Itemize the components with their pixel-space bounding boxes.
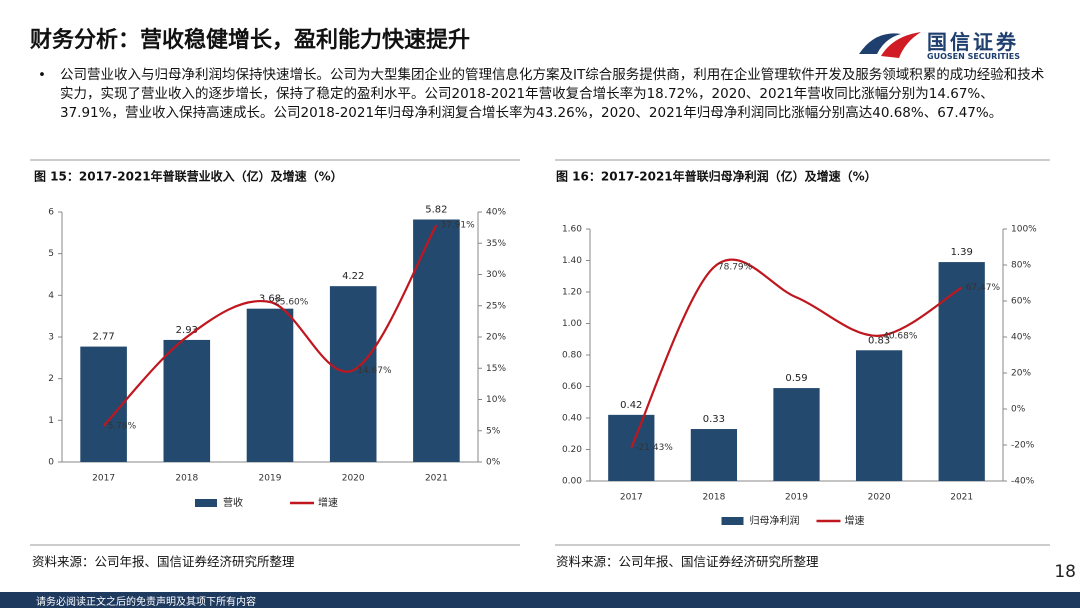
bar <box>690 429 738 481</box>
line-value-label: 5.78% <box>108 421 137 431</box>
y-tick-label: 1 <box>48 416 54 426</box>
line-value-label: 37.91% <box>440 221 475 231</box>
y2-tick-label: 30% <box>486 270 506 280</box>
line-series <box>630 258 963 449</box>
y-tick-label: 1.40 <box>562 256 582 266</box>
footer-text: 请务必阅读正文之后的免责声明及其项下所有内容 <box>36 597 256 608</box>
y2-tick-label: 20% <box>1011 369 1031 379</box>
line-series <box>102 224 438 427</box>
bar <box>163 339 211 462</box>
y-tick-label: 0.00 <box>562 477 582 487</box>
legend-swatch <box>195 499 217 507</box>
y2-tick-label: 20% <box>486 333 506 343</box>
x-tick-label: 2019 <box>259 474 282 484</box>
source-note: 资料来源：公司年报、国信证券经济研究所整理 <box>32 554 295 569</box>
logo-mark <box>859 32 921 58</box>
line-value-label: -21.43% <box>635 443 673 453</box>
y2-tick-label: 40% <box>486 208 506 218</box>
x-tick-label: 2017 <box>92 474 115 484</box>
line-value-label: 14.67% <box>357 366 392 376</box>
x-tick-label: 2020 <box>868 493 891 503</box>
page-number: 18 <box>1054 562 1076 582</box>
footer: 请务必阅读正文之后的免责声明及其项下所有内容 <box>0 592 1080 608</box>
y2-tick-label: 15% <box>486 364 506 374</box>
y-tick-label: 0.20 <box>562 445 582 455</box>
legend-label: 归母净利润 <box>750 514 800 527</box>
y-tick-label: 3 <box>48 333 54 343</box>
y-tick-label: 0 <box>48 458 54 468</box>
bar <box>773 388 820 481</box>
bar <box>329 286 377 462</box>
y-tick-label: 2 <box>48 374 54 384</box>
line-value-label: 40.68% <box>883 331 918 341</box>
bar-value-label: 1.39 <box>951 247 973 258</box>
y-tick-label: 1.20 <box>562 288 582 298</box>
y2-tick-label: 80% <box>1011 261 1031 271</box>
x-tick-label: 2018 <box>175 474 198 484</box>
bullet-text: 公司营业收入与归母净利润均保持快速增长。公司为大型集团企业的管理信息化方案及IT… <box>38 66 1050 123</box>
y-tick-label: 0.40 <box>562 414 582 424</box>
y2-tick-label: 0% <box>1011 405 1026 415</box>
bar <box>413 219 460 462</box>
charts: 图 15：2017-2021年普联营业收入（亿）及增速（%）01234560%5… <box>30 159 1050 546</box>
y2-tick-label: 40% <box>1011 333 1031 343</box>
y2-tick-label: 25% <box>486 301 506 311</box>
y-tick-label: 1.60 <box>562 225 582 235</box>
bar-value-label: 0.59 <box>785 373 807 384</box>
bar-value-label: 5.82 <box>425 205 447 216</box>
bar-value-label: 2.77 <box>92 332 114 343</box>
bar <box>80 346 127 462</box>
bar <box>246 308 294 462</box>
y2-tick-label: 100% <box>1011 225 1037 235</box>
y-tick-label: 5 <box>48 249 54 259</box>
legend-label: 增速 <box>318 496 338 509</box>
chart-title: 图 16：2017-2021年普联归母净利润（亿）及增速（%） <box>556 169 877 184</box>
line-value-label: 67.47% <box>966 283 1001 293</box>
y-tick-label: 6 <box>48 208 54 218</box>
y2-tick-label: 60% <box>1011 297 1031 307</box>
y2-tick-label: 10% <box>486 395 506 405</box>
legend-label: 营收 <box>223 496 243 509</box>
bar-value-label: 0.42 <box>620 400 642 411</box>
page-title: 财务分析：营收稳健增长，盈利能力快速提升 <box>30 28 471 53</box>
x-tick-label: 2021 <box>425 474 448 484</box>
y2-tick-label: -40% <box>1011 477 1035 487</box>
bar-value-label: 0.33 <box>703 414 725 425</box>
y-tick-label: 4 <box>48 291 54 301</box>
x-tick-label: 2019 <box>785 493 808 503</box>
logo: 国信证券 GUOSEN SECURITIES <box>855 24 1040 64</box>
y-tick-label: 0.60 <box>562 382 582 392</box>
source-note: 资料来源：公司年报、国信证券经济研究所整理 <box>556 554 819 569</box>
chart-title: 图 15：2017-2021年普联营业收入（亿）及增速（%） <box>34 169 343 184</box>
y2-tick-label: 0% <box>486 458 501 468</box>
x-tick-label: 2020 <box>342 474 365 484</box>
bar-value-label: 3.68 <box>259 294 281 305</box>
y-tick-label: 1.00 <box>562 319 582 329</box>
x-tick-label: 2018 <box>702 493 725 503</box>
x-tick-label: 2021 <box>950 493 973 503</box>
y2-tick-label: 5% <box>486 426 501 436</box>
line-value-label: 78.79% <box>718 263 753 273</box>
y2-tick-label: -20% <box>1011 441 1035 451</box>
bar <box>855 350 903 481</box>
bar-value-label: 0.83 <box>868 335 890 346</box>
bar <box>608 414 655 481</box>
x-tick-label: 2017 <box>620 493 643 503</box>
line-value-label: 25.60% <box>274 298 309 308</box>
logo-text: 国信证券 <box>927 30 1019 54</box>
y-tick-label: 0.80 <box>562 351 582 361</box>
y2-tick-label: 35% <box>486 239 506 249</box>
legend-swatch <box>721 517 744 525</box>
legend-label: 增速 <box>845 514 865 527</box>
bar-value-label: 2.93 <box>176 325 198 336</box>
bar-value-label: 4.22 <box>342 271 364 282</box>
logo-subtext: GUOSEN SECURITIES <box>927 52 1020 61</box>
bar <box>938 262 985 481</box>
